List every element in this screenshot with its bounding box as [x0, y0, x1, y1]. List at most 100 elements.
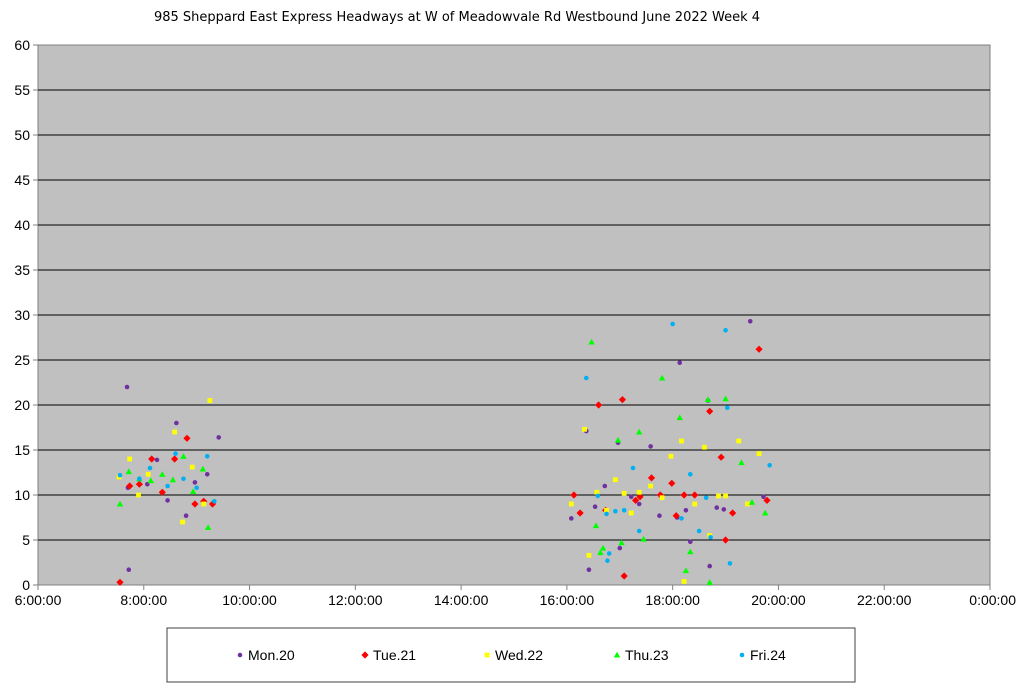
data-point-fri-24: [165, 483, 170, 489]
data-point-tue-21: [116, 578, 124, 586]
y-tick-label: 10: [14, 487, 30, 503]
legend-marker: [613, 651, 621, 658]
data-point-fri-24: [670, 321, 675, 327]
data-point-thu-23: [762, 509, 769, 516]
data-point-tue-21: [763, 496, 771, 504]
y-tick-label: 0: [22, 577, 30, 593]
data-point-wed-22: [756, 451, 762, 456]
data-point-wed-22: [207, 398, 213, 403]
data-point-thu-23: [592, 522, 600, 529]
data-point-thu-23: [635, 428, 643, 435]
data-point-mon-20: [747, 319, 753, 324]
y-tick-label: 40: [14, 217, 30, 233]
data-point-thu-23: [169, 476, 177, 483]
data-point-tue-21: [647, 474, 656, 482]
data-point-wed-22: [582, 426, 587, 432]
data-point-wed-22: [745, 501, 750, 507]
data-point-tue-21: [668, 479, 676, 487]
data-point-wed-22: [636, 489, 642, 495]
x-tick-label: 6:00:00: [15, 592, 62, 608]
data-point-thu-23: [159, 471, 166, 477]
data-point-mon-20: [124, 384, 130, 390]
data-point-fri-24: [630, 465, 636, 471]
data-point-wed-22: [621, 490, 627, 496]
data-point-fri-24: [767, 463, 772, 468]
data-point-tue-21: [672, 512, 680, 520]
data-point-wed-22: [586, 552, 592, 558]
data-point-thu-23: [614, 436, 622, 443]
data-point-mon-20: [714, 505, 720, 510]
data-point-wed-22: [568, 501, 574, 507]
x-tick-label: 16:00:00: [540, 592, 595, 608]
data-point-mon-20: [192, 480, 198, 485]
data-point-thu-23: [125, 468, 132, 475]
legend-label: Tue.21: [373, 647, 416, 663]
y-tick-label: 55: [14, 82, 30, 98]
data-point-mon-20: [636, 501, 642, 507]
data-point-fri-24: [727, 561, 733, 566]
data-point-fri-24: [679, 516, 684, 521]
data-point-thu-23: [676, 414, 683, 421]
data-point-wed-22: [201, 501, 207, 507]
data-point-wed-22: [604, 507, 609, 513]
data-point-mon-20: [602, 483, 608, 489]
data-point-tue-21: [755, 345, 763, 353]
data-point-thu-23: [180, 453, 187, 459]
data-point-wed-22: [679, 438, 684, 444]
data-point-wed-22: [189, 464, 195, 470]
data-point-tue-21: [135, 480, 143, 488]
data-point-tue-21: [148, 455, 156, 463]
data-point-thu-23: [687, 548, 694, 555]
data-point-tue-21: [706, 407, 714, 415]
data-point-thu-23: [658, 374, 666, 381]
data-point-tue-21: [632, 496, 640, 504]
data-point-fri-24: [117, 472, 123, 478]
data-point-wed-22: [172, 429, 178, 435]
legend-label: Wed.22: [495, 647, 543, 663]
data-point-thu-23: [189, 488, 197, 494]
data-point-tue-21: [717, 453, 725, 461]
data-point-tue-21: [191, 500, 199, 508]
data-point-mon-20: [126, 567, 132, 572]
y-tick-label: 60: [14, 37, 30, 53]
data-points: [116, 319, 772, 586]
data-point-mon-20: [761, 494, 766, 500]
y-tick-label: 5: [22, 532, 30, 548]
legend-label: Thu.23: [625, 647, 669, 663]
data-point-mon-20: [183, 513, 189, 518]
legend: Mon.20 Tue.21 Wed.22 Thu.23 Fri.24: [237, 647, 786, 663]
data-point-fri-24: [211, 499, 217, 504]
data-point-fri-24: [723, 328, 728, 333]
data-point-mon-20: [592, 504, 598, 510]
legend-marker: [484, 652, 490, 658]
data-point-tue-21: [171, 455, 179, 463]
data-point-tue-21: [729, 509, 737, 517]
legend-marker: [237, 652, 243, 658]
data-point-mon-20: [568, 516, 574, 521]
chart-title: 985 Sheppard East Express Headways at W …: [154, 10, 760, 25]
data-point-thu-23: [204, 524, 212, 530]
data-point-tue-21: [636, 493, 644, 501]
data-point-mon-20: [154, 457, 160, 463]
data-point-wed-22: [668, 453, 674, 459]
data-point-thu-23: [597, 549, 604, 556]
data-point-mon-20: [707, 563, 712, 569]
data-point-fri-24: [204, 454, 210, 459]
data-point-fri-24: [137, 476, 142, 482]
data-point-tue-21: [158, 488, 166, 496]
x-tick-label: 0:00:00: [969, 592, 1016, 608]
y-tick-label: 15: [14, 442, 30, 458]
data-point-wed-22: [723, 493, 728, 499]
data-point-mon-20: [628, 494, 634, 500]
data-point-tue-21: [183, 434, 191, 442]
legend-label: Fri.24: [750, 647, 786, 663]
y-tick-label: 20: [14, 397, 30, 413]
data-point-wed-22: [180, 519, 185, 525]
data-point-wed-22: [628, 510, 634, 516]
data-point-fri-24: [703, 495, 709, 501]
y-tick-label: 25: [14, 352, 30, 368]
data-point-fri-24: [606, 551, 612, 556]
data-point-wed-22: [136, 492, 141, 498]
data-point-fri-24: [605, 558, 610, 563]
data-point-tue-21: [691, 491, 699, 499]
